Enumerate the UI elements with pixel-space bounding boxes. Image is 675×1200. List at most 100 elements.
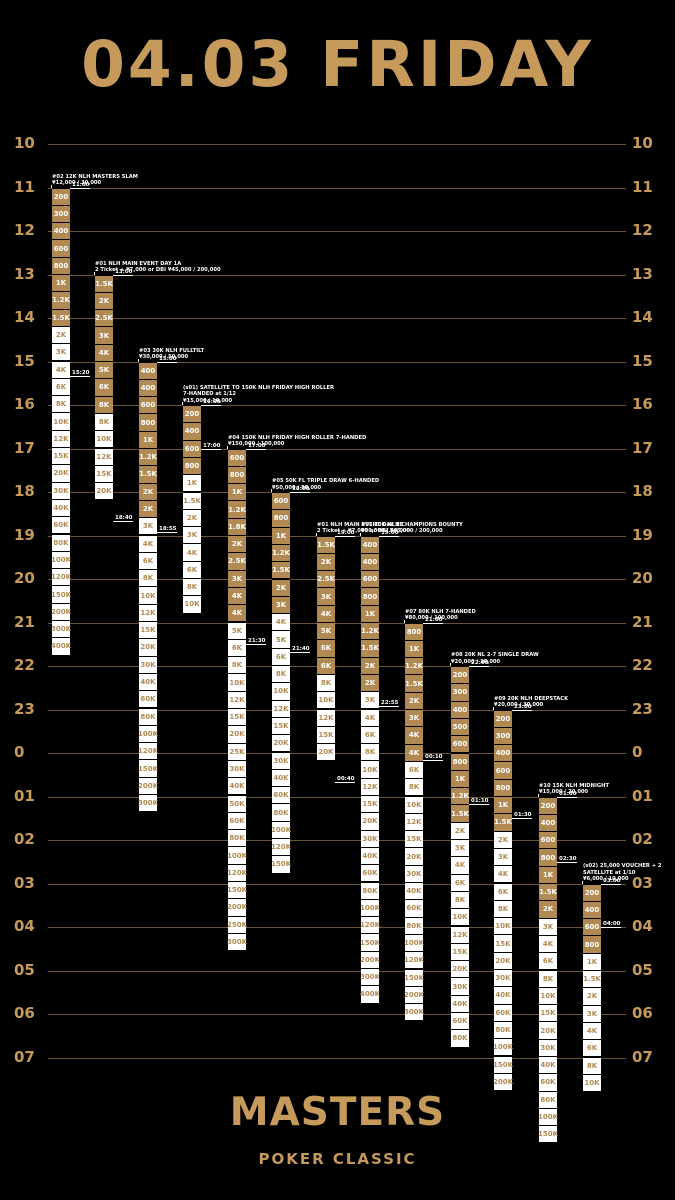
brand-logo-text: MASTERS [229,1090,446,1135]
event-column-ev09[interactable]: 200 300 400 600 800 1K 1.5K 2K 3K 4K 6K 8K 10K 15K 20K… [493,709,513,1091]
event-column-ev07[interactable]: 800 1K 1.2K 1.5K 2K 3K 4K 4K 6K 8K 10K 12K 15K 20K 30K… [404,622,424,1021]
blind-level: 15K [139,621,157,639]
hour-label-11-r: 11 [632,177,653,196]
event-column-ev05[interactable]: 600 800 1K 1.2K 1.5K 2K 3K 4K 5K 6K 8K 10K 12K 15K 20K… [271,492,291,873]
hour-label-17-l: 17 [14,438,35,457]
hour-label-02-l: 02 [14,830,35,848]
blind-level: 40K [272,768,290,787]
event-column-ev06[interactable]: 400 400 600 800 1K 1.2K 1.5K 2K 2K 3K 4K 6K 8K 10K 12K… [360,535,380,1003]
event-column-ev02[interactable]: 200 300 400 600 800 1K 1.2K 1.5K 2K 3K 4K 6K 8K 10K 12… [51,187,71,655]
event-column-ev10[interactable]: 200 400 600 800 1K 1.5K 2K 3K 4K 6K 8K 10K 15K 20K 30K… [538,796,558,1143]
hour-label-07-r: 07 [632,1047,653,1066]
event-column-ev03[interactable]: 400 400 600 800 1K 1.2K 1.5K 2K 2K 3K 4K 6K 8K 10K 12K… [138,361,158,812]
blind-level: 6K [95,378,113,396]
blind-level: 600 [228,448,246,466]
blind-level: 1.2K [405,657,423,675]
event-column-ev01a[interactable]: 1.5K 2K 2.5K 3K 4K 5K 6K 8K 8K 10K 12K 15K 20K [95,274,113,500]
blind-level: 1.5K [539,883,557,901]
blind-level: 6K [317,639,335,657]
blind-level: 4K [494,865,512,883]
event-column-ev04[interactable]: 600 800 1K 1.2K 1.8K 2K 2.5K 3K 4K 4K 5K 6K 8K 10K 12K… [227,448,247,951]
event-column-evs02[interactable]: 200 400 600 800 1K 1.5K 2K 3K 4K 6K 8K 10K [583,883,601,1092]
blind-level: 4K [183,543,201,561]
hour-label-05-l: 05 [14,960,35,979]
blind-level: 2K [405,691,423,709]
blind-level: 1.2K [361,622,379,640]
blind-level: 20K [139,638,157,656]
hour-label-04-l: 04 [14,917,35,935]
time-mark: 17:00 [246,442,266,450]
blind-level: 6K [405,760,423,779]
blind-level: 800 [539,848,557,866]
blind-level: 150K [138,759,158,777]
blind-level: 15K [361,795,379,813]
blind-level: 150K [360,933,380,951]
blind-level: 100K [138,724,158,743]
blind-level: 12K [272,699,290,717]
time-mark: 21:40 [290,645,310,653]
event-title-ev08: #08 20K NL 2-7 SINGLE DRAW ¥20,000 / 30,0… [451,652,539,665]
hour-label-14-r: 14 [632,308,653,326]
blind-level: 1K [583,952,601,970]
event-column-ev01b[interactable]: 1.5K 2K 2.5K 3K 4K 5K 6K 6K 8K 10K 12K 15K 20K [317,535,335,761]
event-title-line: 2 Ticket + ¥7,000 or DBI ¥45,000 / 200,0… [95,267,221,274]
blind-level: 800 [583,935,601,953]
event-title-ev01b: #01 NLH MAIN EVENT DAY 1B 2 Ticket + ¥7,0… [317,522,443,535]
hour-label-13-l: 13 [14,264,35,283]
hour-label-10-r: 10 [632,134,653,152]
blind-level: 30K [539,1038,557,1056]
blind-level: 200 [451,666,469,684]
blind-level: 30K [228,759,246,778]
blind-level: 8K [272,665,290,683]
event-title-ev06: #06 30K NLH CHAMPIONS BOUNTY ¥30,000 / 50… [361,522,463,535]
blind-level: 50K [228,794,246,812]
blind-level: 4K [451,856,469,874]
event-title-line: 7-HANDED at 1/12 [183,391,236,398]
blind-level: 100K [227,846,247,864]
blind-level: 1K [361,604,379,622]
blind-level: 3K [317,587,335,605]
title-connector [227,445,228,449]
hour-label-17-r: 17 [632,438,653,457]
time-mark: 11:00 [70,181,90,189]
event-column-evs01[interactable]: 200 400 600 800 1K 1.5K 2K 3K 4K 6K 8K 10K [183,405,201,613]
event-title-line: ¥12,000 / 30,000 [52,180,102,187]
blind-level: 100K [51,550,71,569]
blind-level: 150K [227,881,247,899]
blind-level: 30K [451,977,469,995]
blind-level: 6K [317,656,335,674]
blind-level: 400 [494,744,512,762]
event-title-line: (s01) SATELLITE TO 150K NLH FRIDAY HIGH … [183,384,335,391]
event-title-line: #02 12K NLH MASTERS SLAM [52,173,138,180]
title-connector [182,402,183,405]
blind-level: 6K [183,560,201,578]
event-title-line: #10 15K NLH MIDNIGHT [539,782,610,789]
hour-label-01-l: 01 [14,786,35,805]
blind-level: 15K [539,1004,557,1022]
blind-level: 8K [451,890,469,909]
blind-level: 2K [361,656,379,674]
event-title-line: SATELLITE at 1/10 [583,869,636,876]
blind-level: 300K [404,1003,424,1021]
blind-level: 10K [317,691,335,709]
blind-level: 8K [95,412,113,431]
blind-level: 200 [52,187,70,205]
blind-level: 600 [272,492,290,510]
event-title-line: ¥15,000 / 10,000 [183,397,233,404]
blind-level: 25K [228,742,246,760]
hour-line-0 [48,753,626,754]
blind-level: 800 [183,456,201,475]
blind-level: 3K [494,847,512,866]
blind-level: 300 [494,726,512,745]
event-title-ev04: #04 150K NLH FRIDAY HIGH ROLLER 7-HANDED… [228,435,366,448]
blind-level: 4K [52,360,70,378]
time-mark: 22:00 [469,660,489,667]
title-connector [94,271,95,275]
blind-level: 30K [272,751,290,769]
blind-level: 2K [317,552,335,571]
event-column-ev08[interactable]: 200 300 400 500 600 800 1K 1.2K 1.5K 2K 3K 4K 6K 8K 10… [451,666,469,1047]
blind-level: 400 [52,222,70,240]
blind-level: 5K [272,630,290,648]
blind-level: 30K [361,829,379,847]
blind-level: 15K [52,447,70,465]
